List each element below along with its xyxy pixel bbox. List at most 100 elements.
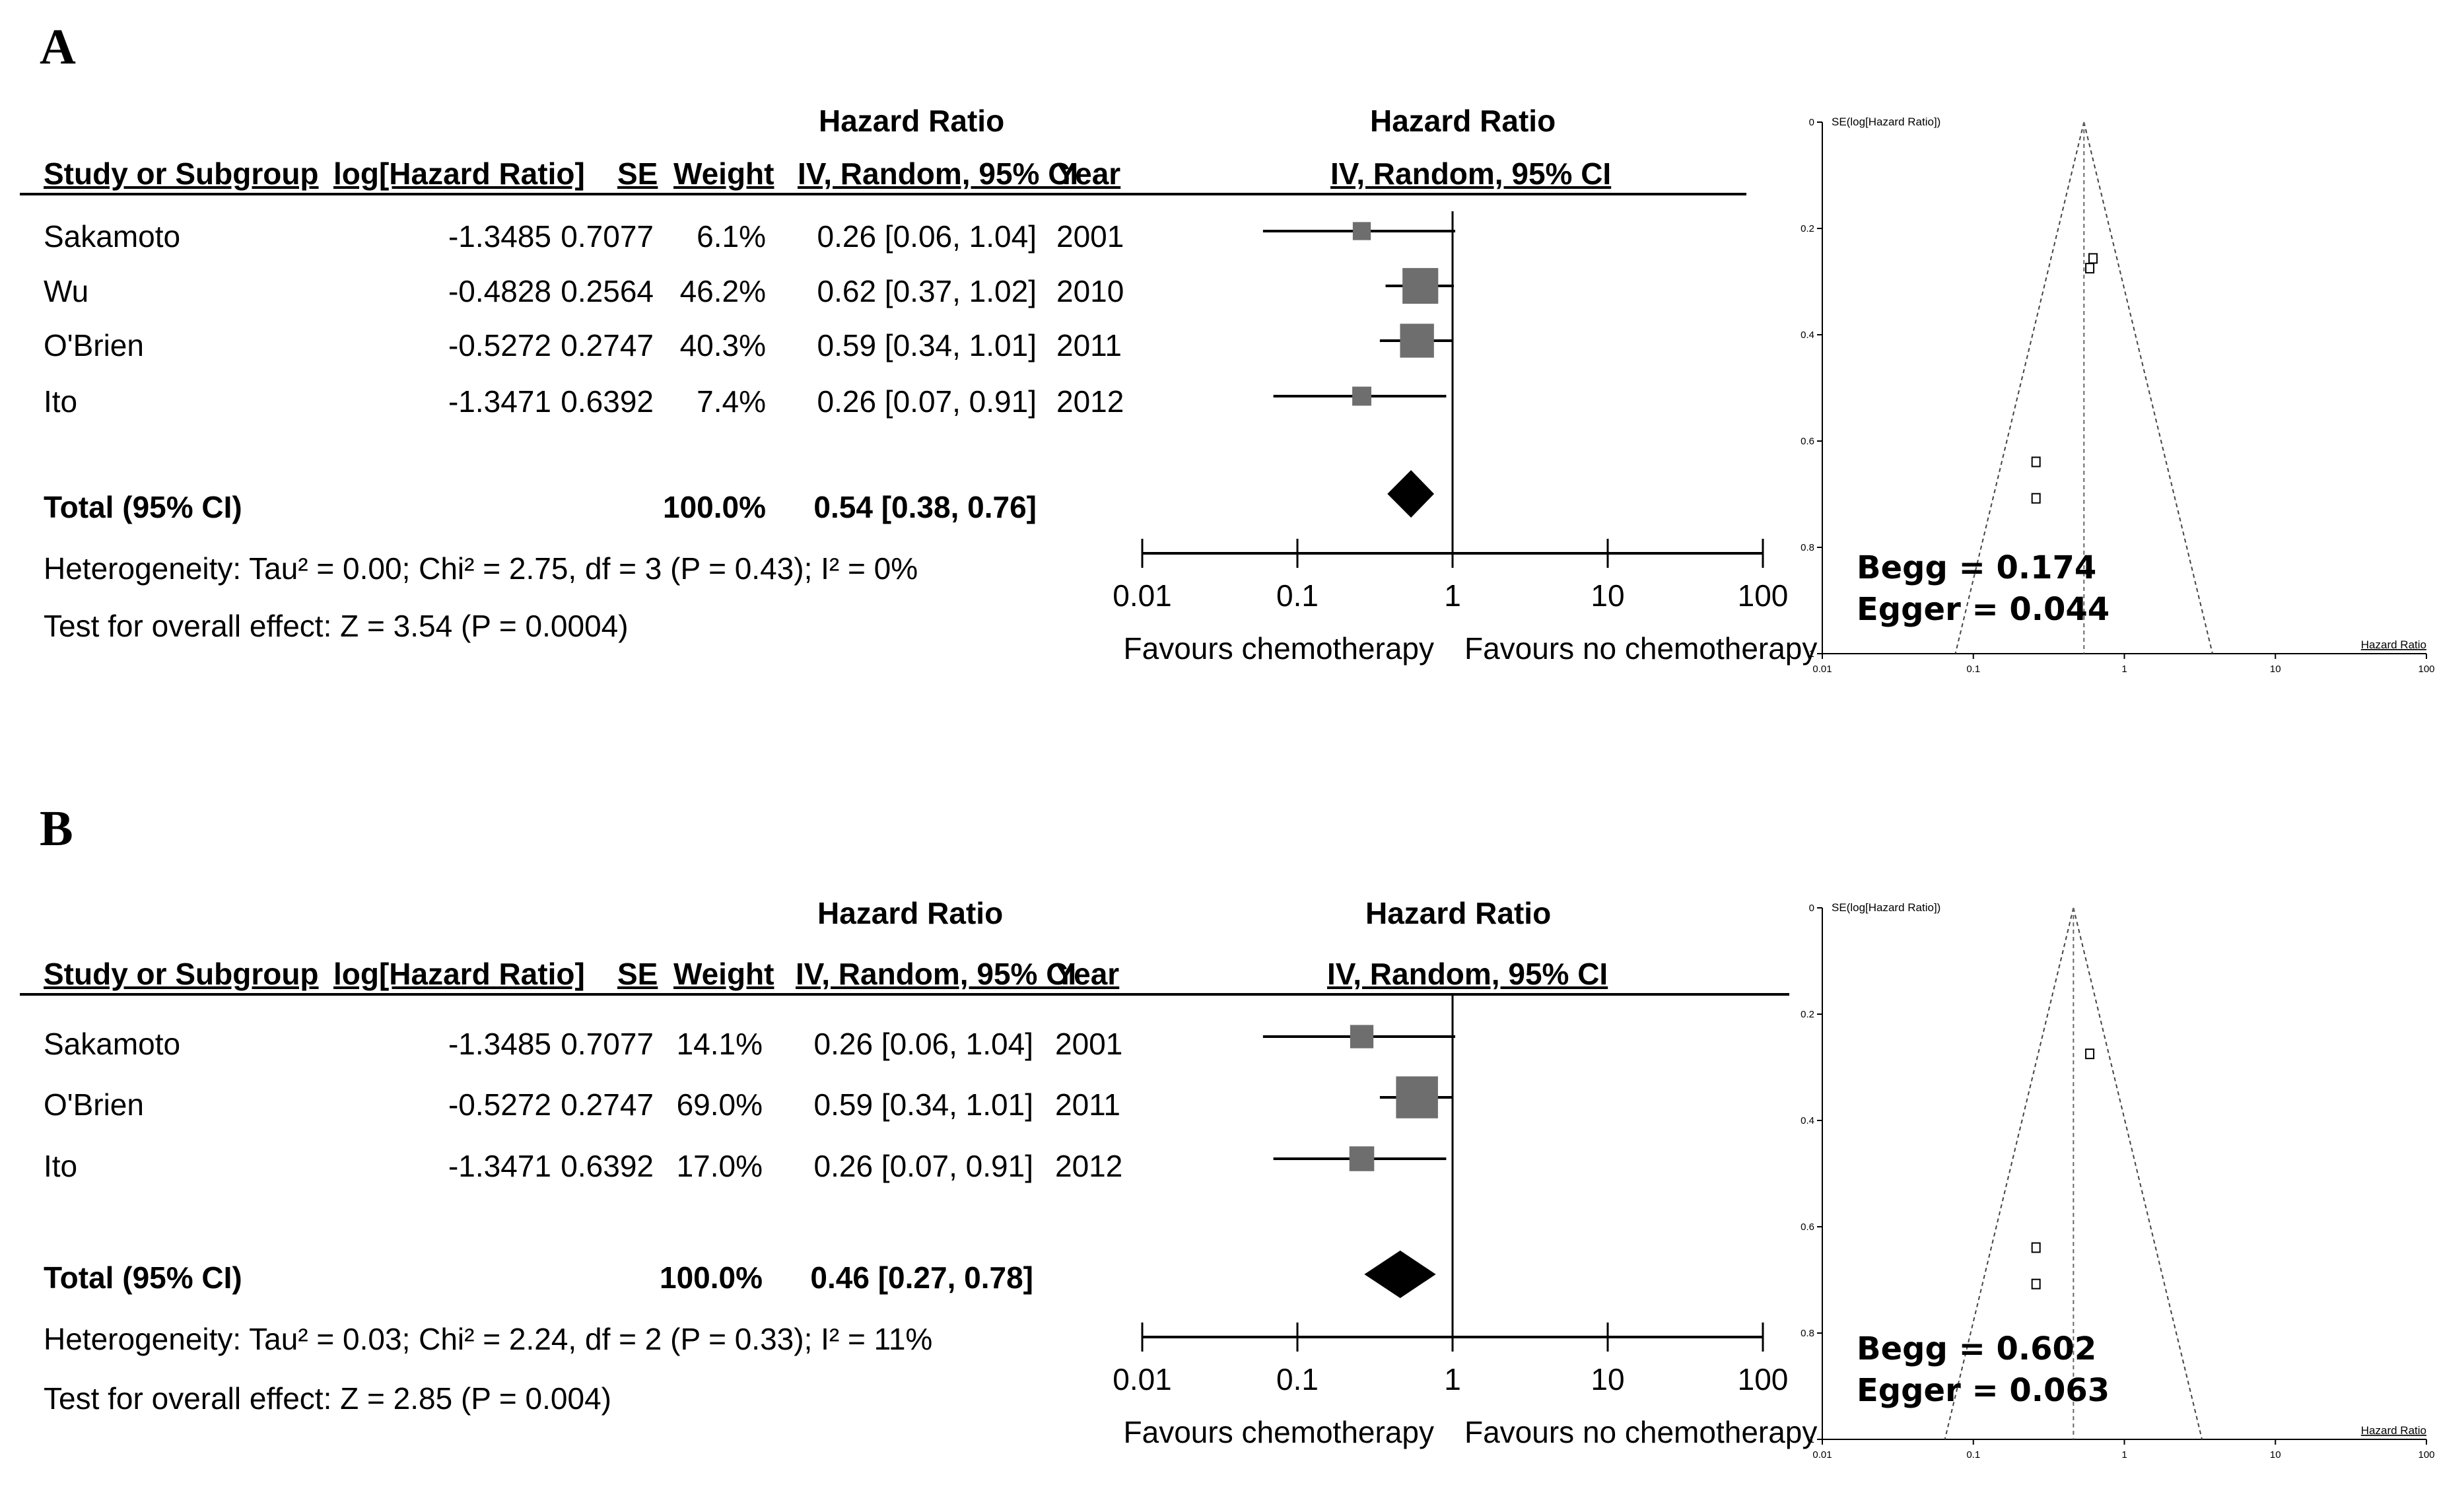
study-se: 0.7077 (561, 1027, 654, 1061)
study-ci: 0.26 [0.06, 1.04] (813, 1027, 1034, 1061)
study-weight: 69.0% (676, 1087, 763, 1122)
study-weight: 17.0% (676, 1149, 763, 1183)
study-point (2085, 263, 2095, 274)
x-tick-label: 0.01 (1113, 578, 1172, 613)
hr-box (1402, 267, 1439, 304)
total-weight: 100.0% (662, 490, 766, 524)
x-tick-label: 1 (2121, 664, 2127, 675)
total-ci: 0.54 [0.38, 0.76] (813, 490, 1037, 524)
study-ci: 0.59 [0.34, 1.01] (817, 328, 1037, 362)
favours-left-label: Favours chemotherapy (1124, 631, 1434, 666)
total-ci: 0.46 [0.27, 0.78] (810, 1260, 1033, 1295)
study-year: 2011 (1055, 1087, 1120, 1122)
study-point (2031, 1242, 2041, 1253)
funnel-right-boundary (2083, 121, 2213, 654)
study-loghr: -0.5272 (448, 1087, 551, 1122)
study-weight: 46.2% (679, 274, 766, 308)
plot-header-method: IV, Random, 95% CI (1327, 957, 1608, 991)
study-se: 0.2564 (561, 274, 654, 308)
study-point (2031, 493, 2041, 504)
x-tick-label: 0.01 (1812, 1449, 1832, 1460)
x-tick-label: 10 (2270, 664, 2281, 675)
study-loghr: -1.3485 (448, 1027, 551, 1061)
total-label: Total (95% CI) (44, 490, 242, 524)
y-tick-label: 0 (1809, 117, 1814, 128)
x-tick-label: 100 (2418, 664, 2434, 675)
forest-plot: 0.01 0.1 1 10 100 Favours chemotherapy Favours… (1113, 993, 1817, 1449)
study-weight: 6.1% (697, 219, 766, 254)
plot-header-hazard-ratio: Hazard Ratio (1365, 896, 1552, 930)
study-se: 0.2747 (561, 328, 654, 362)
y-tick-label: 0.8 (1801, 1328, 1814, 1339)
x-tick-label: 0.1 (1966, 664, 1980, 675)
study-ci: 0.26 [0.07, 0.91] (813, 1149, 1034, 1183)
overall-effect-text: Test for overall effect: Z = 2.85 (P = 0… (44, 1381, 611, 1416)
hr-box (1396, 1076, 1438, 1118)
study-loghr: -0.5272 (448, 328, 551, 362)
x-axis-title: Hazard Ratio (2361, 638, 2426, 651)
x-tick-label: 10 (1591, 1362, 1624, 1396)
funnel-plot: 0 0.2 0.4 0.6 0.8 1 0.01 0.1 1 10 100 SE(log[Hazard… (1801, 901, 2434, 1460)
y-tick-label: 0.4 (1801, 1115, 1814, 1126)
study-se: 0.6392 (561, 384, 654, 419)
x-tick-label: 0.1 (1276, 578, 1319, 613)
funnel-plot: 0 0.2 0.4 0.6 0.8 1 0.01 0.1 1 10 100 SE(log[Hazard… (1801, 116, 2434, 675)
begg-stat: Begg = 0.174 (1857, 549, 2097, 586)
study-loghr: -1.3485 (448, 219, 551, 254)
study-se: 0.7077 (561, 219, 654, 254)
study-point (2031, 456, 2041, 467)
panel-letter: B (40, 801, 73, 856)
plot-header-hazard-ratio: Hazard Ratio (1370, 104, 1556, 138)
header-se: SE (617, 156, 658, 191)
x-tick-label: 1 (1444, 578, 1461, 613)
header-ci: IV, Random, 95% CI (796, 957, 1077, 991)
study-name: Sakamoto (44, 219, 181, 254)
x-tick-label: 1 (1444, 1362, 1461, 1396)
header-ci: IV, Random, 95% CI (798, 156, 1079, 191)
study-name: Wu (44, 274, 89, 308)
heterogeneity-text: Heterogeneity: Tau² = 0.00; Chi² = 2.75,… (44, 551, 918, 586)
heterogeneity-text: Heterogeneity: Tau² = 0.03; Chi² = 2.24,… (44, 1322, 933, 1356)
pooled-diamond (1364, 1251, 1436, 1298)
study-loghr: -0.4828 (448, 274, 551, 308)
x-tick-label: 0.1 (1966, 1449, 1980, 1460)
study-se: 0.2747 (561, 1087, 654, 1122)
panel-b: B Hazard Ratio Hazard Ratio Study or Sub… (0, 786, 2437, 1512)
study-year: 2012 (1056, 384, 1124, 419)
panel-a: A Hazard Ratio Hazard Ratio Study or Sub… (0, 0, 2437, 726)
pooled-diamond (1387, 470, 1434, 518)
header-se: SE (617, 957, 658, 991)
total-label: Total (95% CI) (44, 1260, 242, 1295)
y-axis-title: SE(log[Hazard Ratio]) (1832, 116, 1940, 128)
hr-box (1352, 386, 1371, 406)
x-tick-label: 100 (1738, 1362, 1789, 1396)
header-weight: Weight (673, 957, 774, 991)
favours-right-label: Favours no chemotherapy (1464, 631, 1817, 666)
y-tick-label: 0.2 (1801, 223, 1814, 234)
study-se: 0.6392 (561, 1149, 654, 1183)
study-year: 2001 (1056, 219, 1124, 254)
panel-letter: A (40, 19, 76, 75)
y-tick-label: 0.2 (1801, 1009, 1814, 1020)
y-tick-label: 0.6 (1801, 1221, 1814, 1233)
study-ci: 0.62 [0.37, 1.02] (817, 274, 1037, 308)
plot-header-method: IV, Random, 95% CI (1330, 156, 1612, 191)
study-point (2085, 1048, 2095, 1060)
study-year: 2011 (1056, 328, 1122, 362)
y-tick-label: 0.8 (1801, 542, 1814, 553)
study-ci: 0.59 [0.34, 1.01] (813, 1087, 1034, 1122)
header-hazard-ratio-group: Hazard Ratio (817, 896, 1004, 930)
header-loghr: log[Hazard Ratio] (333, 957, 585, 991)
egger-stat: Egger = 0.044 (1857, 591, 2110, 628)
study-year: 2012 (1055, 1149, 1123, 1183)
x-tick-label: 10 (2270, 1449, 2281, 1460)
header-hazard-ratio-group: Hazard Ratio (819, 104, 1005, 138)
study-ci: 0.26 [0.06, 1.04] (817, 219, 1037, 254)
hr-box (1352, 222, 1371, 240)
x-axis-title: Hazard Ratio (2361, 1424, 2426, 1437)
study-name: Ito (44, 384, 78, 419)
y-tick-label: 1 (1809, 648, 1814, 660)
study-year: 2010 (1056, 274, 1124, 308)
header-study: Study or Subgroup (44, 957, 319, 991)
header-rule (20, 993, 1789, 996)
